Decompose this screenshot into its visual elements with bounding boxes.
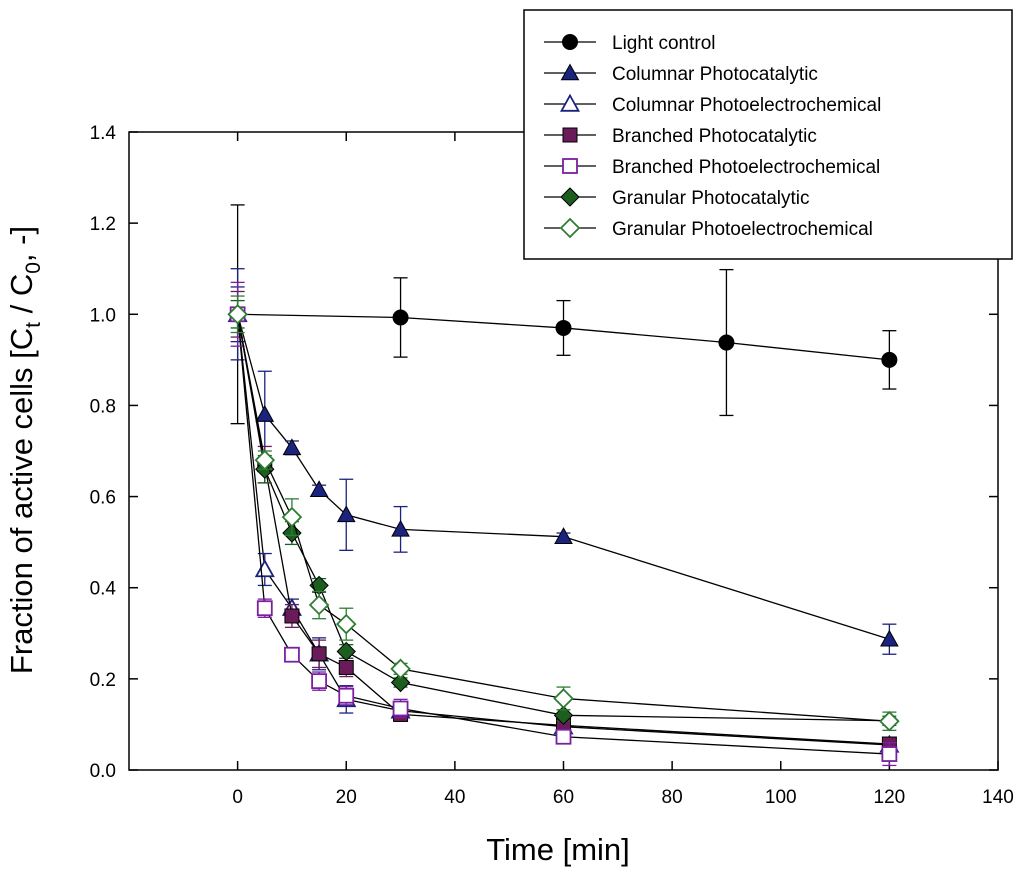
data-point: [311, 673, 327, 690]
legend-marker: [562, 127, 578, 143]
x-axis-label: Time [min]: [486, 832, 630, 867]
data-point: [281, 506, 303, 528]
data-point: [879, 710, 900, 732]
legend-marker: [559, 93, 581, 112]
series-7: [227, 295, 900, 732]
data-point: [553, 705, 574, 726]
x-tick-label: 100: [765, 787, 797, 808]
legend-marker: [560, 187, 580, 207]
data-point: [390, 658, 411, 680]
data-point: [338, 687, 355, 704]
series-6: [227, 299, 900, 731]
legend-label: Branched Photocatalytic: [612, 126, 817, 147]
legend-item: Granular Photoelectrochemical: [544, 217, 873, 240]
data-point: [390, 672, 411, 693]
x-tick-label: 0: [232, 787, 243, 808]
x-tick-label: 40: [444, 787, 465, 808]
data-point: [880, 629, 899, 647]
data-point: [392, 700, 409, 717]
data-point: [553, 688, 574, 709]
data-point: [336, 505, 356, 523]
series-line: [236, 314, 890, 640]
data-point: [555, 319, 572, 336]
data-point: [309, 480, 329, 498]
series-2: [228, 268, 899, 655]
series-line: [236, 314, 890, 722]
legend-label: Granular Photocatalytic: [612, 188, 810, 209]
legend-label: Light control: [612, 33, 716, 54]
legend-box: [523, 9, 1013, 260]
legend-label: Columnar Photocatalytic: [612, 64, 818, 85]
data-point: [718, 334, 735, 351]
y-axis-label: Fraction of active cells [Ct / C0, -]: [4, 226, 45, 674]
legend-item: Branched Photocatalytic: [544, 126, 817, 147]
y-tick-label: 0.8: [90, 396, 116, 417]
y-tick-label: 1.0: [90, 305, 116, 326]
data-point: [555, 728, 572, 745]
data-point: [308, 594, 330, 616]
data-point: [254, 559, 275, 578]
data-point: [554, 527, 573, 544]
data-point: [335, 613, 357, 635]
data-point: [256, 600, 273, 617]
legend-item: Columnar Photoelectrochemical: [544, 93, 881, 116]
y-tick-label: 0.4: [90, 579, 117, 600]
y-tick-label: 1.4: [90, 123, 117, 144]
series-5: [229, 281, 898, 767]
x-tick-label: 140: [982, 787, 1014, 808]
y-tick-label: 0.0: [90, 761, 116, 782]
data-point: [881, 746, 898, 762]
legend-marker: [562, 158, 578, 174]
x-tick-label: 80: [662, 787, 683, 808]
y-tick-label: 0.6: [90, 488, 116, 509]
data-point: [391, 519, 410, 537]
data-point: [282, 438, 302, 456]
data-point: [255, 405, 275, 422]
data-point: [336, 641, 356, 662]
data-point: [227, 304, 248, 325]
x-tick-label: 60: [553, 787, 574, 808]
x-tick-label: 120: [874, 787, 906, 808]
legend-item: Columnar Photocatalytic: [544, 63, 818, 85]
legend-marker: [559, 217, 581, 239]
y-tick-label: 1.2: [90, 214, 116, 235]
legend-marker: [560, 63, 580, 81]
data-point: [254, 449, 276, 471]
series-line: [236, 314, 890, 722]
legend-label: Columnar Photoelectrochemical: [612, 95, 881, 116]
legend-label: Branched Photoelectrochemical: [612, 157, 880, 178]
data-point: [392, 309, 409, 326]
x-tick-label: 20: [336, 787, 357, 808]
legend-item: Granular Photocatalytic: [544, 187, 810, 209]
series-line: [236, 314, 890, 745]
series-3: [227, 286, 900, 753]
y-tick-label: 0.2: [90, 670, 116, 691]
legend-label: Granular Photoelectrochemical: [612, 219, 873, 240]
series-4: [230, 290, 897, 752]
legend-item: Light control: [544, 33, 716, 54]
data-point: [284, 646, 300, 663]
data-point: [338, 659, 354, 675]
data-point: [284, 608, 300, 624]
data-point: [311, 646, 327, 662]
legend-item: Branched Photoelectrochemical: [544, 157, 880, 178]
data-point: [881, 351, 898, 368]
legend-marker: [562, 34, 578, 50]
